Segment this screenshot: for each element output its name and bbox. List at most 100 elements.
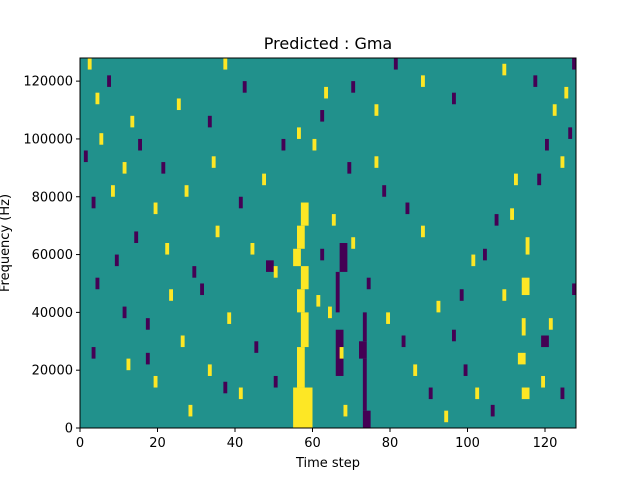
heatmap-cell [91,196,96,209]
x-tick-label: 20 [149,436,166,451]
heatmap-cell [130,115,135,128]
heatmap-cell [320,248,325,261]
heatmap-cell [320,110,325,122]
y-tick-label: 20000 [32,364,73,379]
heatmap-cell [293,248,301,267]
heatmap-cell [273,375,278,388]
heatmap-cell [95,277,100,290]
y-tick-label: 100000 [23,132,73,147]
heatmap-cell [242,81,247,93]
heatmap-cell [459,289,464,301]
heatmap-cell [502,289,507,301]
heatmap-cell [510,208,514,220]
heatmap-cell [463,364,468,376]
heatmap-cell [436,300,441,313]
heatmap-cell [153,375,158,388]
heatmap-cell [293,387,313,428]
heatmap-cell [331,214,336,226]
y-tick-label: 0 [65,422,73,437]
heatmap-cell [254,341,259,353]
heatmap-cell [537,173,542,186]
heatmap-cell [362,358,367,411]
heatmap-cell [351,237,356,249]
heatmap-cell [238,387,243,400]
heatmap-cell [227,312,232,324]
heatmap-cell [223,58,228,70]
heatmap-cell [339,243,348,272]
heatmap-cell [475,387,480,400]
heatmap-cell [421,225,425,238]
x-axis-label: Time step [295,456,360,471]
heatmap-cell [514,173,518,186]
heatmap-cell [223,381,228,394]
heatmap-cell [541,375,545,388]
y-axis: 0 20000 40000 60000 80000 100000 120000 [23,75,80,437]
heatmap-cell [126,358,131,371]
heatmap-cell [521,387,530,400]
heatmap-cell [207,364,212,376]
heatmap-cell [374,104,379,116]
plot-frame [79,57,577,429]
heatmap-cell [87,58,92,70]
heatmap-cell [502,63,507,76]
heatmap-cell [351,81,356,93]
heatmap-cell [95,92,100,105]
heatmap-cell [324,86,328,99]
x-tick-label: 80 [382,436,399,451]
heatmap-cell [300,202,309,226]
heatmap-cell [99,133,104,145]
heatmap-cell [281,138,286,151]
heatmap-background [80,58,576,428]
heatmap-cell [517,352,526,365]
heatmap-cell [122,306,127,319]
heatmap-cell [215,225,220,238]
heatmap-cell [428,387,433,400]
heatmap-cell [490,404,495,417]
heatmap-cell [401,335,406,348]
heatmap-cell [382,185,387,197]
y-tick-label: 60000 [32,248,73,263]
heatmap-cell [165,243,170,255]
heatmap-cell [548,318,553,330]
heatmap-cell [521,277,530,296]
heatmap-cell [188,404,193,417]
heatmap-cell [273,266,278,278]
heatmap-cell [176,98,181,111]
x-tick-label: 100 [455,436,480,451]
heatmap-cell [362,410,371,428]
heatmap-cell [161,162,166,174]
heatmap-cell [211,156,216,168]
heatmap-cell [200,283,204,296]
y-axis-label: Frequency (Hz) [0,194,13,292]
heatmap-cell [134,231,139,243]
heatmap-cell [335,271,340,313]
heatmap-cell [386,312,390,324]
plot-area [79,57,577,429]
heatmap-cell [328,306,332,319]
heatmap-cell [444,410,449,423]
heatmap-cell [568,127,573,139]
heatmap-cell [300,312,309,348]
heatmap-cell [114,254,119,267]
heatmap-cell [91,347,96,359]
heatmap-cell [192,266,197,278]
heatmap-cell [374,156,379,168]
heatmap-cell [83,150,88,163]
heatmap-cell [266,260,274,272]
heatmap-cell [494,214,499,226]
heatmap-cell [122,162,127,174]
heatmap-cell [347,162,352,174]
heatmap-cell [533,75,538,87]
heatmap-cell [343,404,348,417]
heatmap-cell [312,138,317,151]
heatmap-cell [405,202,410,215]
heatmap-cell [145,318,150,330]
heatmap-cell [525,237,530,255]
heatmap-cell [572,58,576,70]
heatmap-cell [111,185,115,197]
heatmap-cell [421,75,425,87]
x-axis: 0 20 40 60 80 100 120 [76,428,557,451]
heatmap-cell [184,185,189,197]
heatmap-cell [300,266,309,290]
